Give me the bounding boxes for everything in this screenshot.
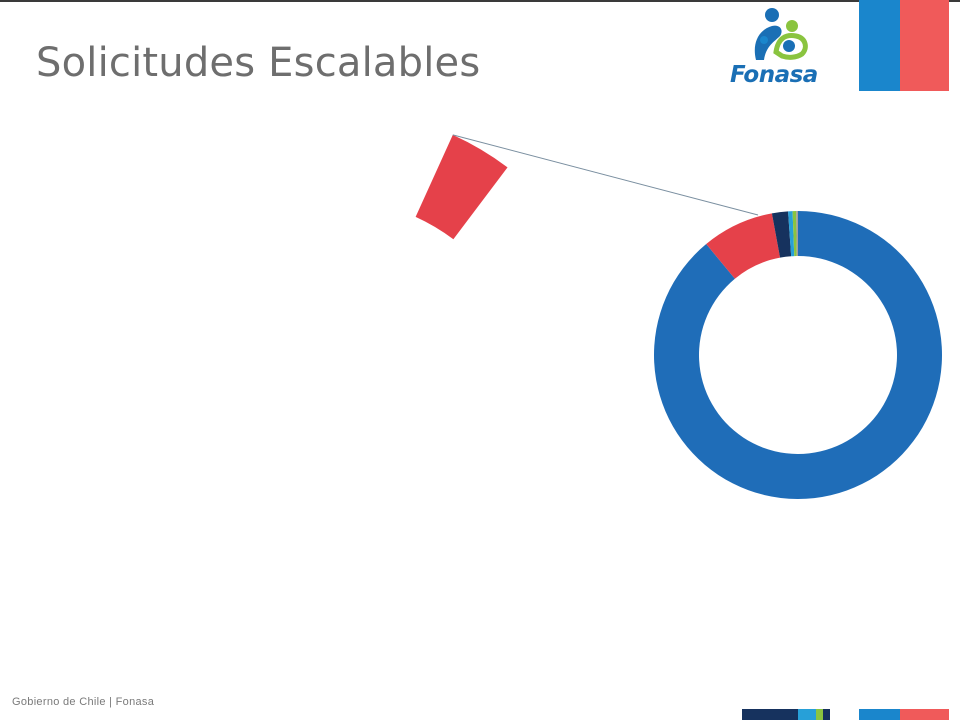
- footer-text: Gobierno de Chile | Fonasa: [12, 696, 155, 708]
- secondary-slice-2: [706, 213, 781, 279]
- connector-line-top: [452, 134, 759, 216]
- bottom-strip-blue: [742, 709, 798, 720]
- logo-wordmark: Fonasa: [730, 62, 818, 88]
- secondary-slice-5: [792, 211, 797, 257]
- fonasa-family-icon: [754, 8, 808, 60]
- bottom-strip-cyan: [798, 709, 816, 720]
- secondary-slice-6: [796, 211, 798, 257]
- secondary-doughnut: [654, 211, 942, 499]
- bottom-strip-green: [816, 709, 823, 720]
- secondary-slice-3: [771, 211, 792, 258]
- flag-red-block: [900, 0, 949, 91]
- bottom-strip-flag-red: [900, 709, 949, 720]
- slide-title: Solicitudes Escalables: [36, 40, 481, 86]
- secondary-slice-1: [654, 211, 942, 499]
- bottom-strip-flag-blue: [859, 709, 907, 720]
- bottom-strip-navy: [823, 709, 830, 720]
- flag-blue-block: [859, 0, 907, 91]
- main-doughnut: [415, 134, 508, 240]
- main-slice-2: [415, 134, 508, 240]
- secondary-slice-4: [788, 211, 795, 257]
- top-rule: [0, 0, 960, 2]
- fonasa-logo: Fonasa: [726, 4, 836, 96]
